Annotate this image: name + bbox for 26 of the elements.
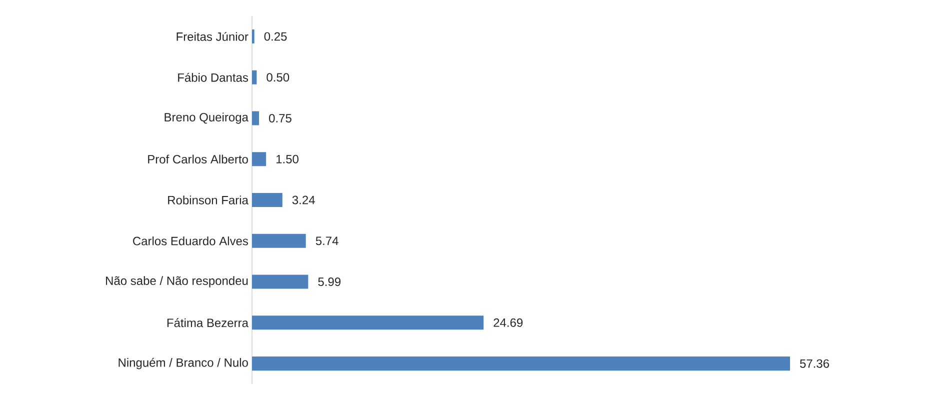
y-tick-label: Breno Queiroga bbox=[164, 112, 248, 124]
data-label: 3.24 bbox=[292, 196, 315, 204]
y-tick-label: Fábio Dantas bbox=[178, 72, 248, 82]
y-tick-label: Prof Carlos Alberto bbox=[148, 154, 248, 164]
data-label: 5.74 bbox=[316, 236, 338, 246]
y-tick-label: Fátima Bezerra bbox=[167, 318, 248, 328]
y-tick-label: Ninguém / Branco / Nulo bbox=[118, 358, 248, 370]
bar bbox=[252, 193, 282, 208]
bar bbox=[252, 316, 484, 330]
bar bbox=[252, 274, 308, 289]
data-label: 0.50 bbox=[266, 73, 290, 82]
bar bbox=[252, 234, 306, 248]
y-tick-label: Freitas Júnior bbox=[176, 32, 248, 41]
data-label: 0.25 bbox=[264, 32, 287, 41]
y-tick-label: Não sabe / Não respondeu bbox=[106, 276, 248, 288]
bar bbox=[252, 111, 260, 126]
bar bbox=[252, 356, 790, 371]
data-label: 1.50 bbox=[276, 154, 298, 164]
data-label: 57.36 bbox=[800, 359, 830, 368]
data-label: 24.69 bbox=[494, 318, 523, 327]
data-label: 0.75 bbox=[269, 114, 292, 122]
y-tick-label: Carlos Eduardo Alves bbox=[133, 236, 248, 246]
y-tick-label: Robinson Faria bbox=[168, 196, 248, 204]
data-label: 5.99 bbox=[318, 278, 340, 286]
bar bbox=[252, 70, 257, 84]
bar bbox=[252, 152, 266, 166]
